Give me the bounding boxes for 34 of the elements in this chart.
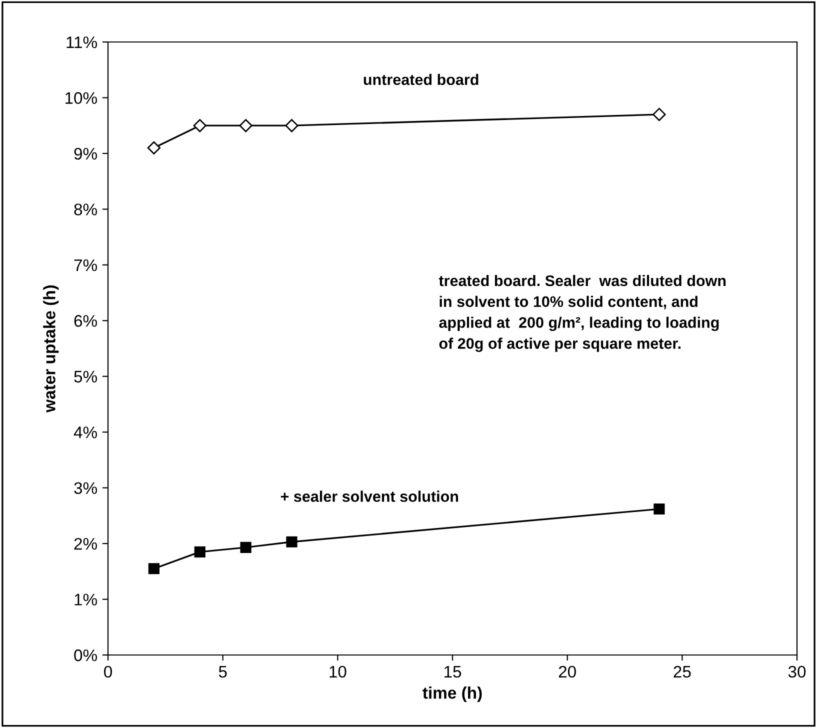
y-tick-label: 3% [74, 482, 97, 494]
y-tick-label: 9% [74, 148, 97, 160]
x-axis-title: time (h) [422, 686, 482, 702]
x-tick-label: 15 [444, 666, 462, 678]
point [193, 119, 206, 132]
y-axis-title: water uptake (h) [43, 285, 59, 412]
x-tick-label: 5 [218, 666, 227, 678]
x-tick-label: 25 [674, 666, 691, 678]
y-tick-label: 10% [65, 92, 97, 104]
point [240, 542, 252, 553]
point [285, 119, 298, 132]
x-tick-label: 30 [788, 666, 806, 678]
point [652, 108, 666, 122]
y-tick-label: 1% [74, 594, 97, 606]
y-tick-label: 11% [66, 36, 97, 48]
y-tick-label: 7% [74, 259, 97, 272]
x-tick-label: 0 [104, 666, 112, 678]
y-tick-label: 4% [74, 426, 97, 438]
x-tick-label: 20 [558, 666, 576, 678]
annotation: treated board. Sealer was diluted down in solvent to 10% solid content, and applied at 200 g/m², leading to loading of 20g of active per square meter. [438, 274, 726, 352]
text: untreated board [364, 74, 478, 86]
point [654, 503, 665, 515]
point [286, 536, 298, 548]
y-tick-label: 8% [74, 204, 97, 216]
x-tick-label: 10 [330, 666, 346, 678]
point [194, 546, 206, 558]
point [147, 141, 161, 154]
y-tick-label: 6% [74, 315, 97, 327]
series-label: + sealer solvent solution [280, 490, 458, 502]
point [148, 563, 160, 574]
point [239, 119, 252, 132]
y-tick-label: 0% [74, 649, 97, 662]
y-tick-label: 5% [74, 370, 97, 383]
y-tick-label: 2% [74, 538, 97, 550]
